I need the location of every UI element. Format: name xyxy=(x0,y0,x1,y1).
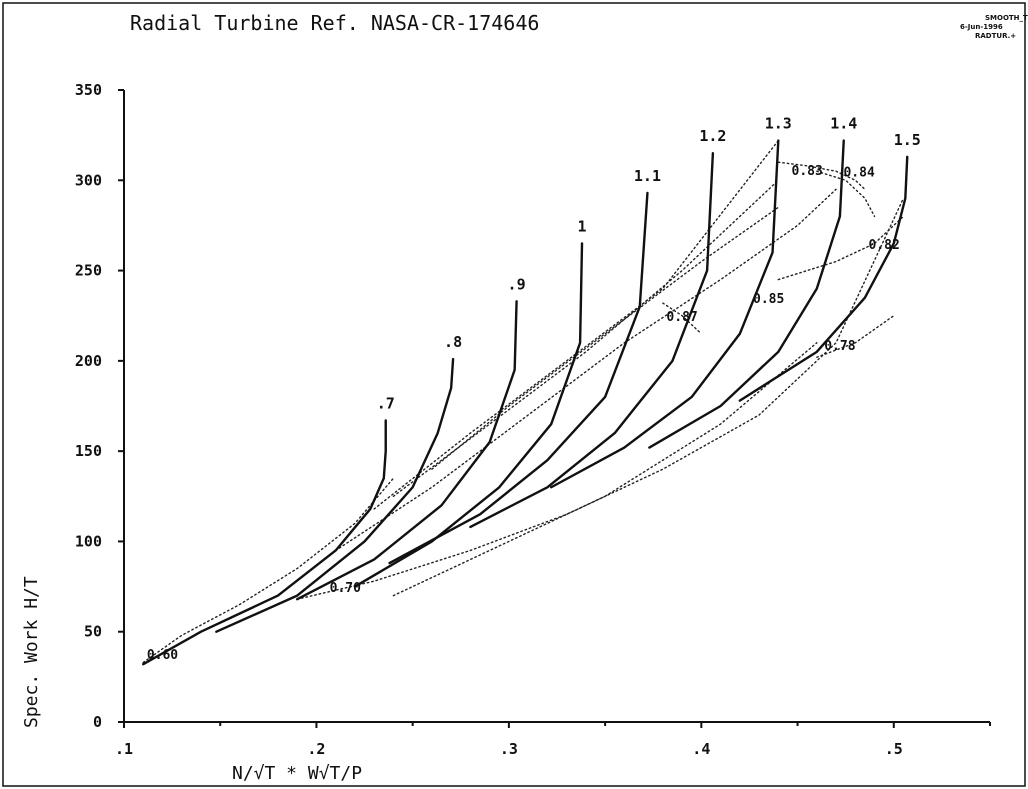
stamp-line-3: RADTUR.+ xyxy=(975,32,1016,40)
efficiency-contour-0.89 xyxy=(373,139,780,510)
efficiency-label: 0.83 xyxy=(792,164,823,179)
speed-line-label: 1 xyxy=(578,217,587,235)
y-tick-label: 150 xyxy=(75,442,102,460)
y-axis-label: Spec. Work H/T xyxy=(21,576,42,728)
efficiency-contour-0.86 xyxy=(777,161,866,191)
y-tick-label: 200 xyxy=(75,352,102,370)
speed-line-.9 xyxy=(296,300,518,601)
efficiency-contour-0.88 xyxy=(392,179,780,497)
efficiency-contour-0.87 xyxy=(662,302,703,335)
x-tick-label: .1 xyxy=(115,740,133,758)
x-tick-label: .4 xyxy=(692,740,710,758)
efficiency-contour-0.76 xyxy=(392,342,818,597)
x-tick-label: .3 xyxy=(500,740,518,758)
axes: 0 50 100 150 200 250 300 350 .1 .2 .3 .4 .5 xyxy=(75,81,991,758)
efficiency-contour-0.78 xyxy=(816,315,895,358)
chart-labels: .7 .8 .9 1 1.1 1.2 1.3 1.4 1.5 0.60 0.70 0.87 0.85 0.… xyxy=(147,115,921,663)
stamp-block: SMOOTH_T 6-Jun-1996 RADTUR.+ xyxy=(960,14,1028,40)
speed-line-label: 1.1 xyxy=(634,167,661,185)
x-axis-label: N/√T * W√T/P xyxy=(232,763,362,784)
speed-line-label: 1.3 xyxy=(765,115,792,133)
speed-line-1 xyxy=(353,242,584,588)
speed-line-label: .7 xyxy=(377,394,395,412)
y-tick-label: 50 xyxy=(84,623,102,641)
efficiency-label: 0.78 xyxy=(824,339,855,354)
x-tick-label: .2 xyxy=(307,740,325,758)
speed-lines xyxy=(142,139,909,666)
efficiency-contour-0.70 xyxy=(296,197,905,600)
efficiency-contour-0.83 xyxy=(431,206,780,470)
efficiency-contour-0.84 xyxy=(816,170,876,218)
speed-line-1.5 xyxy=(738,155,909,402)
efficiency-label: 0.85 xyxy=(753,292,784,307)
efficiency-label: 0.87 xyxy=(666,310,697,325)
speed-line-label: 1.5 xyxy=(894,131,921,149)
speed-line-1.2 xyxy=(469,151,715,529)
speed-line-label: .9 xyxy=(508,275,526,293)
speed-line-label: 1.2 xyxy=(699,127,726,145)
chart-title: Radial Turbine Ref. NASA-CR-174646 xyxy=(130,11,539,35)
efficiency-contours xyxy=(142,139,905,664)
efficiency-contour-0.60 xyxy=(142,477,395,664)
efficiency-label: 0.82 xyxy=(868,238,899,253)
speed-line-1.3 xyxy=(550,139,780,489)
speed-line-label: .8 xyxy=(444,333,462,351)
y-tick-label: 350 xyxy=(75,81,102,99)
x-tick-label: .5 xyxy=(885,740,903,758)
speed-line-1.1 xyxy=(388,191,649,565)
speed-line-.8 xyxy=(215,357,455,633)
y-tick-label: 300 xyxy=(75,171,102,189)
y-tick-label: 250 xyxy=(75,262,102,280)
efficiency-contour-0.82 xyxy=(777,215,905,281)
efficiency-label: 0.84 xyxy=(843,166,874,181)
y-tick-label: 100 xyxy=(75,532,102,550)
speed-line-.7 xyxy=(142,419,387,666)
speed-line-label: 1.4 xyxy=(830,115,857,133)
stamp-line-2: 6-Jun-1996 xyxy=(960,23,1003,31)
efficiency-label: 0.70 xyxy=(330,581,361,596)
y-tick-label: 0 xyxy=(93,713,102,731)
speed-line-1.4 xyxy=(648,139,845,449)
efficiency-contour-0.85 xyxy=(334,188,837,552)
efficiency-label: 0.60 xyxy=(147,648,178,663)
stamp-line-1: SMOOTH_T xyxy=(985,14,1028,22)
